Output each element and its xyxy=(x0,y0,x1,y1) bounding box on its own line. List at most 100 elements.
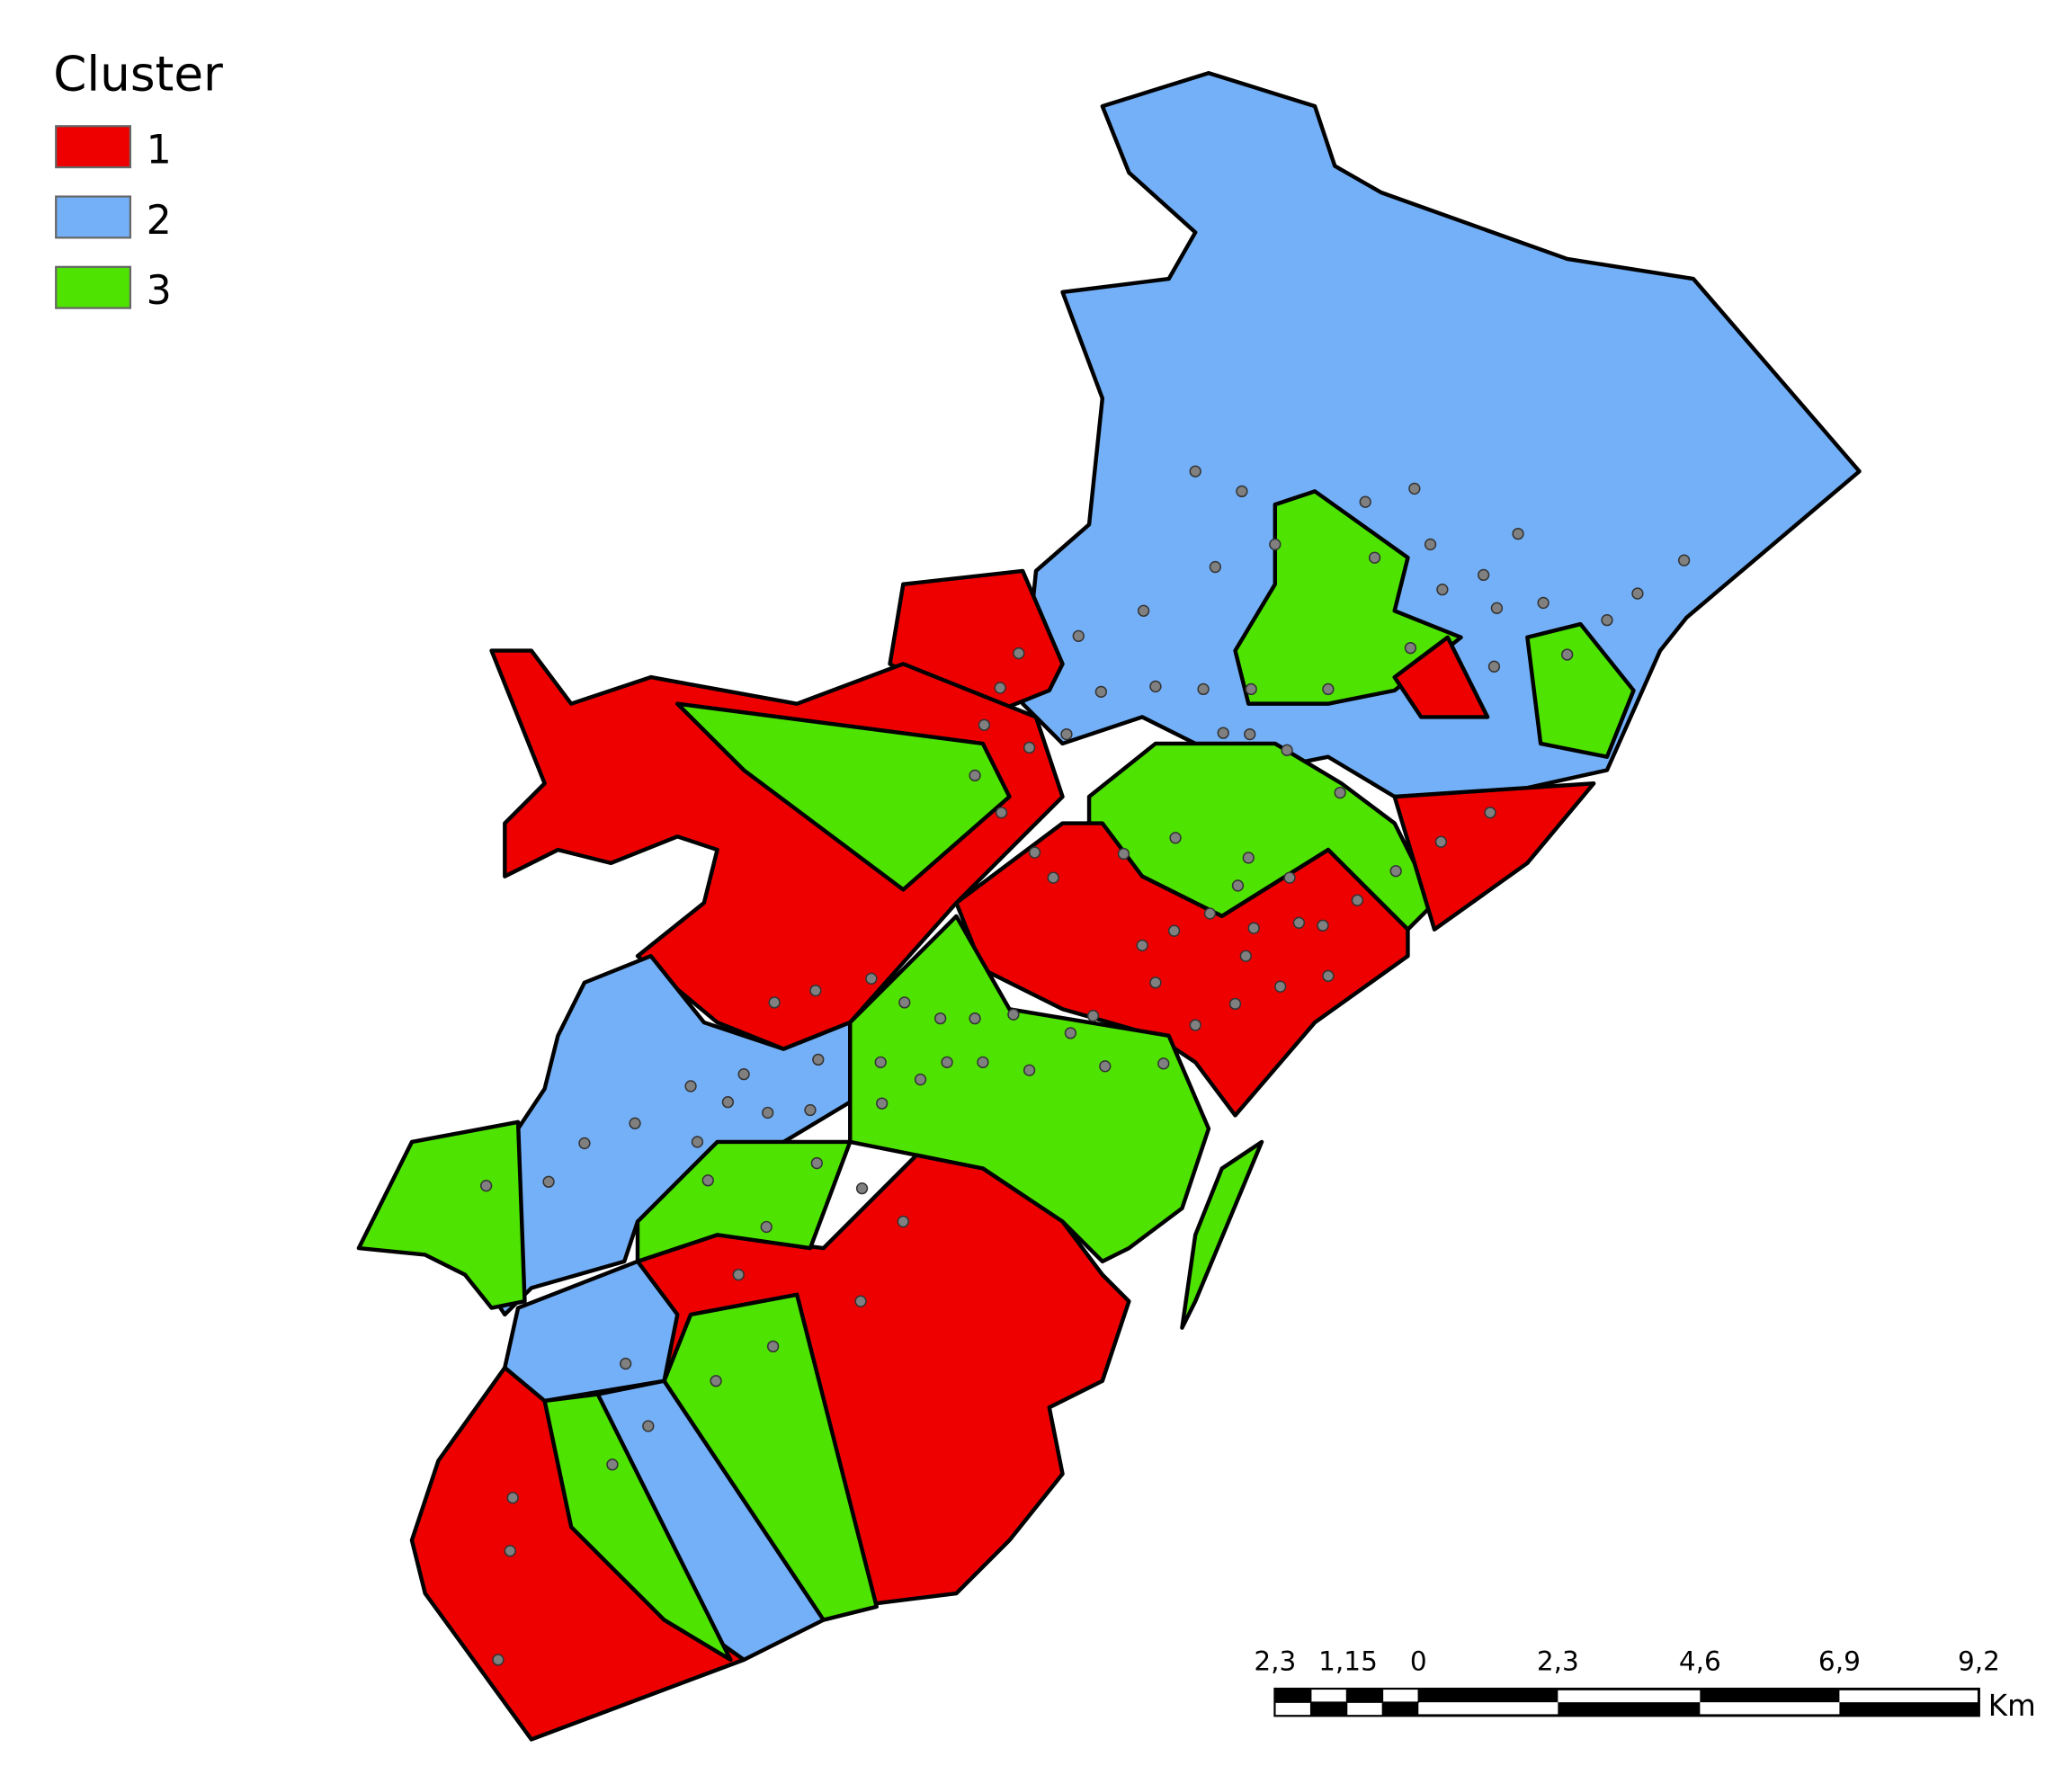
centroid-dot xyxy=(1023,741,1036,754)
centroid-dot xyxy=(1424,538,1437,551)
map-cells xyxy=(356,71,1862,1742)
centroid-dot xyxy=(941,1056,953,1068)
centroid-dot xyxy=(1099,1060,1112,1073)
centroid-dot xyxy=(542,1175,555,1188)
scale-bar: 2,3 1,15 0 2,3 4,6 6,9 9,2 Km xyxy=(1254,1646,2035,1723)
centroid-dot xyxy=(1359,495,1371,508)
centroid-dot xyxy=(978,718,991,731)
scale-block xyxy=(1274,1701,1312,1717)
centroid-dot xyxy=(1269,538,1282,551)
legend-swatch xyxy=(55,125,132,169)
scale-block xyxy=(1309,1688,1348,1703)
centroid-dot xyxy=(1169,832,1182,844)
centroids xyxy=(480,465,1691,1666)
voronoi-cell xyxy=(356,1119,527,1310)
voronoi-cell xyxy=(1392,781,1596,932)
centroid-dot xyxy=(1368,551,1381,564)
centroid-dot xyxy=(1094,685,1108,699)
centroid-dot xyxy=(760,1220,773,1234)
scale-block xyxy=(1345,1701,1384,1717)
centroid-dot xyxy=(994,682,1006,694)
centroid-dot xyxy=(854,1295,867,1307)
centroid-dot xyxy=(804,1103,817,1117)
centroid-dot xyxy=(701,1174,714,1187)
scale-label: 9,2 xyxy=(1958,1646,2000,1677)
scale-label: 6,9 xyxy=(1818,1646,1861,1677)
scale-label: 1,15 xyxy=(1318,1646,1378,1677)
centroid-dot xyxy=(1436,584,1449,596)
centroid-dot xyxy=(1157,1057,1170,1070)
scale-label: 4,6 xyxy=(1679,1646,1721,1677)
scale-block xyxy=(1346,1689,1383,1703)
centroid-dot xyxy=(710,1375,722,1387)
centroid-dot xyxy=(1197,682,1210,696)
centroid-dot xyxy=(492,1654,505,1666)
centroid-dot xyxy=(1189,1019,1201,1031)
centroid-dot xyxy=(1028,846,1041,859)
voronoi-cell xyxy=(635,1139,853,1264)
centroid-dot xyxy=(578,1137,591,1150)
centroid-dot xyxy=(1317,919,1329,932)
centroid-dot xyxy=(1047,871,1059,884)
centroid-dot xyxy=(1189,465,1201,477)
scale-block xyxy=(1839,1702,1979,1716)
centroid-dot xyxy=(1013,647,1025,660)
centroid-dot xyxy=(1404,641,1417,655)
centroid-dot xyxy=(1274,980,1287,993)
centroid-dot xyxy=(1239,950,1252,962)
centroid-dot xyxy=(691,1136,704,1148)
voronoi-cell xyxy=(1180,1139,1264,1330)
legend-label: 3 xyxy=(147,268,172,314)
centroid-dot xyxy=(1136,939,1148,952)
centroid-dot xyxy=(629,1117,641,1129)
centroid-dot xyxy=(1245,682,1257,696)
legend-swatch xyxy=(55,195,132,239)
centroid-dot xyxy=(934,1012,947,1025)
centroid-dot xyxy=(810,1156,823,1170)
centroid-dot xyxy=(766,1340,780,1353)
centroid-dot xyxy=(732,1268,745,1281)
centroid-dot xyxy=(1677,554,1691,566)
centroid-dot xyxy=(1478,568,1490,582)
voronoi-cell xyxy=(542,1392,733,1663)
centroid-dot xyxy=(1228,997,1242,1011)
centroid-dot xyxy=(768,996,781,1009)
centroid-dot xyxy=(1209,560,1221,574)
centroid-dot xyxy=(1389,865,1402,878)
centroid-dot xyxy=(1490,602,1504,614)
legend-swatch xyxy=(55,265,132,309)
scale-block xyxy=(1381,1688,1420,1703)
centroid-dot xyxy=(1512,527,1524,540)
centroid-dot xyxy=(876,1097,889,1110)
voronoi-cell xyxy=(476,954,853,1317)
centroid-dot xyxy=(1247,922,1260,934)
scale-block xyxy=(1700,1689,1840,1703)
centroid-dot xyxy=(914,1073,927,1086)
legend-label: 2 xyxy=(147,198,172,244)
scale-label: 2,3 xyxy=(1537,1646,1579,1677)
scale-block xyxy=(1382,1702,1419,1716)
centroid-dot xyxy=(1231,879,1245,892)
centroid-dot xyxy=(1561,648,1574,661)
centroid-dot xyxy=(1167,924,1181,937)
centroid-dot xyxy=(898,996,911,1009)
centroid-dot xyxy=(1203,907,1217,920)
centroid-dot xyxy=(721,1096,735,1109)
voronoi-cell xyxy=(1021,71,1862,799)
centroid-dot xyxy=(504,1545,516,1557)
centroid-dot xyxy=(809,984,822,997)
centroid-dot xyxy=(1007,1008,1020,1021)
centroid-dot xyxy=(812,1053,825,1066)
centroid-dot xyxy=(1537,596,1550,610)
centroid-dot xyxy=(1244,727,1256,741)
centroid-dot xyxy=(1292,916,1306,929)
centroid-dot xyxy=(995,807,1008,819)
scale-block xyxy=(1558,1702,1701,1716)
scale-block xyxy=(1274,1689,1311,1703)
centroid-dot xyxy=(1060,727,1073,741)
centroid-dot xyxy=(1236,485,1248,498)
centroid-dot xyxy=(1137,604,1150,617)
scale-unit: Km xyxy=(1988,1689,2036,1723)
scale-block xyxy=(1310,1702,1347,1716)
